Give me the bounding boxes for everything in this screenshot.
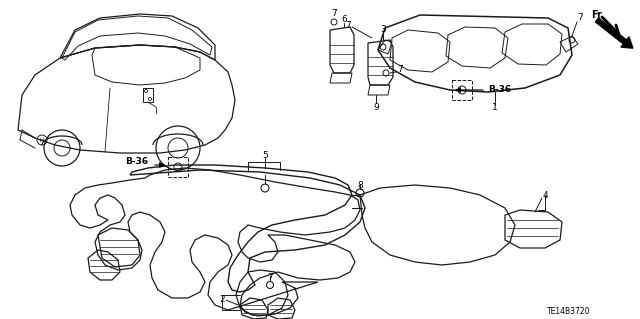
Text: 1: 1 (492, 103, 498, 113)
Text: 7: 7 (577, 13, 583, 23)
Bar (168, 157, 188, 177)
Text: 6: 6 (341, 16, 347, 25)
Text: 4: 4 (542, 190, 548, 199)
Text: 7: 7 (397, 65, 403, 75)
Text: 2: 2 (219, 295, 225, 305)
Text: 7: 7 (331, 9, 337, 18)
Text: TE14B3720: TE14B3720 (547, 308, 590, 316)
Text: B-36: B-36 (125, 158, 148, 167)
Bar (143, 88, 153, 102)
Text: B-36: B-36 (488, 85, 511, 94)
Text: 9: 9 (373, 102, 379, 112)
Bar (452, 80, 472, 100)
Text: H: H (40, 137, 44, 143)
FancyArrow shape (595, 18, 633, 48)
Text: 5: 5 (262, 151, 268, 160)
Text: 7: 7 (345, 20, 351, 29)
Text: 7: 7 (267, 273, 273, 283)
Text: 3: 3 (380, 26, 386, 34)
Text: 8: 8 (357, 181, 363, 189)
Text: Fr.: Fr. (591, 10, 604, 20)
